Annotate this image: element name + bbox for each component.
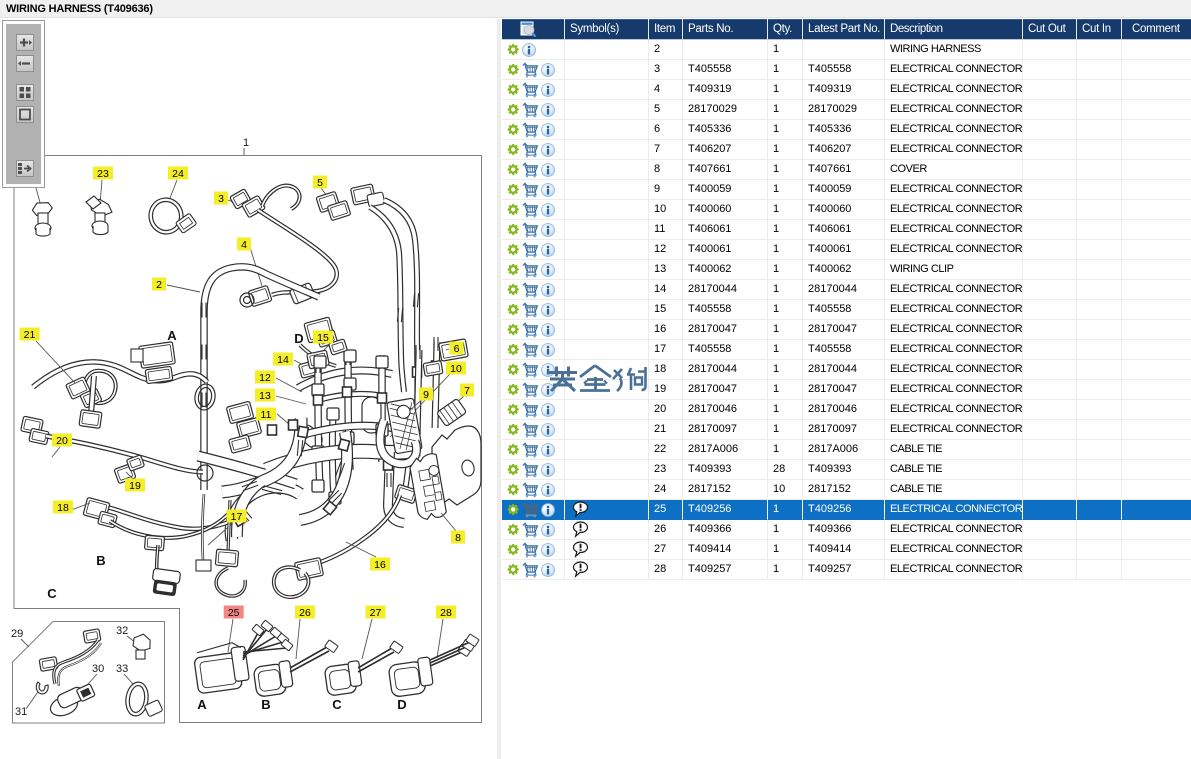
svg-text:9: 9 (423, 389, 429, 401)
svg-text:21: 21 (24, 329, 36, 341)
svg-text:11: 11 (261, 409, 272, 421)
svg-text:19: 19 (129, 480, 141, 492)
svg-text:C: C (47, 586, 57, 601)
svg-text:26: 26 (299, 607, 311, 619)
svg-text:20: 20 (56, 435, 68, 447)
svg-text:14: 14 (277, 354, 289, 366)
svg-text:27: 27 (370, 607, 382, 619)
svg-text:24: 24 (172, 168, 184, 180)
svg-text:4: 4 (241, 239, 247, 251)
svg-text:3: 3 (218, 193, 224, 205)
svg-text:18: 18 (57, 502, 69, 514)
svg-text:31: 31 (15, 706, 27, 718)
svg-text:B: B (96, 553, 105, 568)
svg-text:6: 6 (454, 343, 460, 355)
svg-text:28: 28 (440, 607, 452, 619)
svg-text:17: 17 (231, 511, 243, 523)
svg-text:7: 7 (464, 385, 470, 397)
svg-text:23: 23 (97, 168, 109, 180)
svg-text:15: 15 (317, 332, 329, 344)
svg-text:33: 33 (116, 663, 128, 675)
svg-text:25: 25 (228, 607, 240, 619)
svg-text:D: D (294, 331, 303, 346)
svg-text:8: 8 (455, 532, 461, 544)
svg-text:1: 1 (243, 137, 249, 149)
svg-text:29: 29 (11, 628, 23, 640)
svg-text:13: 13 (259, 390, 271, 402)
svg-text:C: C (332, 697, 342, 712)
svg-text:A: A (197, 697, 207, 712)
svg-text:2: 2 (156, 279, 162, 291)
svg-text:32: 32 (116, 625, 128, 637)
svg-text:30: 30 (92, 663, 104, 675)
svg-text:16: 16 (374, 559, 386, 571)
svg-text:12: 12 (259, 372, 271, 384)
svg-text:D: D (397, 697, 406, 712)
svg-text:B: B (261, 697, 270, 712)
svg-text:A: A (167, 328, 177, 343)
svg-text:10: 10 (450, 363, 462, 375)
svg-text:5: 5 (317, 177, 323, 189)
